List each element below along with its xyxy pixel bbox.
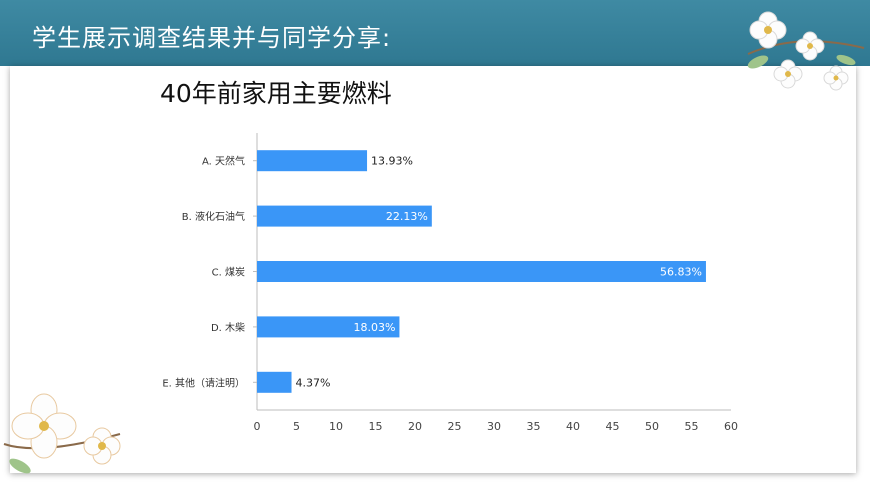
- x-tick-label: 45: [606, 420, 620, 433]
- data-label: 22.13%: [386, 210, 428, 223]
- data-label: 18.03%: [353, 321, 395, 334]
- flower-icon: [3, 393, 121, 474]
- x-tick-label: 50: [645, 420, 659, 433]
- category-label: E. 其他（请注明）: [162, 376, 245, 389]
- bar: [257, 150, 368, 172]
- category-label: C. 煤炭: [212, 266, 245, 279]
- header-title: 学生展示调查结果并与同学分享:: [32, 24, 392, 52]
- x-tick-label: 35: [527, 420, 541, 433]
- data-label: 56.83%: [660, 266, 702, 279]
- header-bar: 学生展示调查结果并与同学分享:: [0, 0, 870, 66]
- category-label: B. 液化石油气: [182, 210, 245, 223]
- flower-icon: [747, 11, 865, 91]
- x-tick-label: 55: [685, 420, 699, 433]
- chart-title: 40年前家用主要燃料: [160, 79, 392, 108]
- x-tick-label: 20: [408, 420, 422, 433]
- x-tick-label: 10: [329, 420, 343, 433]
- x-tick-label: 25: [448, 420, 462, 433]
- x-tick-label: 5: [293, 420, 300, 433]
- x-tick-label: 0: [254, 420, 261, 433]
- leaf-icon: [9, 458, 31, 474]
- x-tick-label: 30: [487, 420, 501, 433]
- x-tick-label: 40: [566, 420, 580, 433]
- data-label: 13.93%: [371, 155, 413, 168]
- x-tick-label: 60: [724, 420, 738, 433]
- bar: [257, 205, 432, 227]
- x-tick-label: 15: [369, 420, 383, 433]
- bar: [257, 371, 292, 393]
- bar: [257, 261, 706, 282]
- category-label: A. 天然气: [202, 155, 245, 168]
- data-label: 4.37%: [296, 376, 331, 389]
- category-label: D. 木柴: [211, 321, 245, 334]
- bar: [257, 316, 400, 338]
- leaf-icon: [747, 54, 856, 69]
